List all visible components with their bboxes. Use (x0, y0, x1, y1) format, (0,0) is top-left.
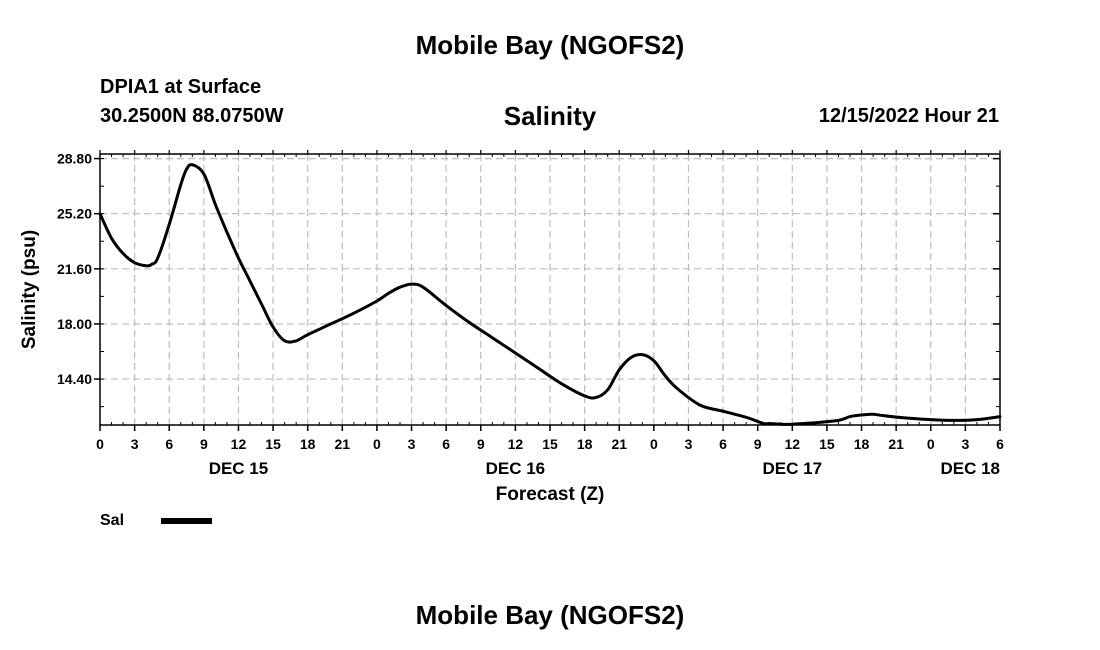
series-line-sal (98, 163, 1002, 426)
chart-title: Salinity (503, 101, 597, 131)
x-tick-label: 9 (754, 436, 762, 452)
x-axis-label: Forecast (Z) (496, 484, 605, 505)
x-tick-label: 9 (477, 436, 485, 452)
x-tick-label: 3 (408, 436, 416, 452)
x-tick-label: 3 (131, 436, 139, 452)
x-tick-label: 18 (300, 436, 316, 452)
y-tick-label: 21.60 (57, 261, 92, 277)
x-tick-label: 0 (96, 436, 104, 452)
x-tick-label: 18 (854, 436, 870, 452)
station-coords: 30.2500N 88.0750W (100, 105, 284, 127)
y-axis-label: Salinity (psu) (19, 230, 40, 349)
x-tick-label: 15 (819, 436, 835, 452)
y-tick-label: 18.00 (57, 316, 92, 332)
x-tick-label: 21 (888, 436, 904, 452)
day-label: DEC 18 (940, 459, 1000, 478)
x-tick-label: 12 (508, 436, 524, 452)
x-tick-label: 21 (335, 436, 351, 452)
x-tick-label: 12 (231, 436, 247, 452)
x-tick-label: 3 (961, 436, 969, 452)
x-tick-label: 0 (373, 436, 381, 452)
x-tick-label: 0 (927, 436, 935, 452)
page-title: Mobile Bay (NGOFS2) (415, 30, 685, 60)
y-tick-label: 28.80 (57, 151, 92, 167)
x-tick-label: 3 (685, 436, 693, 452)
y-tick-label: 25.20 (57, 206, 92, 222)
x-tick-label: 6 (442, 436, 450, 452)
day-label: DEC 17 (763, 459, 823, 478)
x-tick-label: 15 (542, 436, 558, 452)
run-time: 12/15/2022 Hour 21 (818, 105, 999, 127)
x-tick-label: 15 (265, 436, 281, 452)
day-label: DEC 16 (486, 459, 546, 478)
station-name: DPIA1 at Surface (100, 76, 262, 98)
x-tick-label: 12 (785, 436, 801, 452)
x-tick-label: 18 (577, 436, 593, 452)
x-tick-label: 6 (719, 436, 727, 452)
footer-title: Mobile Bay (NGOFS2) (415, 600, 685, 630)
y-tick-label: 14.40 (57, 371, 92, 387)
x-tick-label: 21 (611, 436, 627, 452)
x-tick-label: 6 (165, 436, 173, 452)
x-tick-label: 6 (996, 436, 1004, 452)
day-label: DEC 15 (209, 459, 269, 478)
x-tick-label: 9 (200, 436, 208, 452)
legend-label: Sal (100, 512, 124, 529)
x-tick-label: 0 (650, 436, 658, 452)
